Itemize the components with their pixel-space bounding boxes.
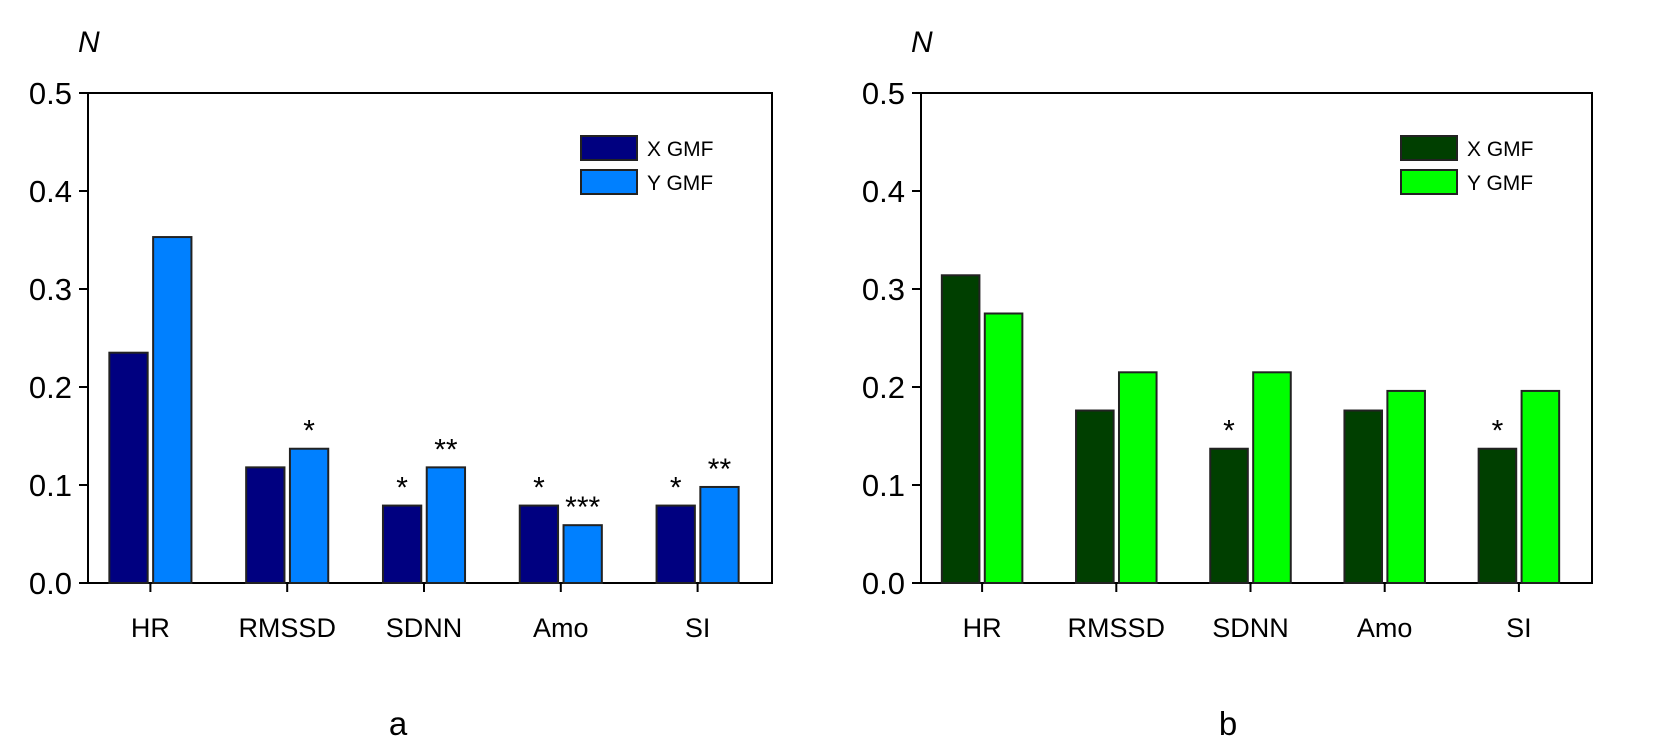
x-tick-label: RMSSD (1068, 613, 1166, 643)
significance-marker: *** (565, 491, 600, 524)
x-tick-label: RMSSD (238, 613, 336, 643)
significance-marker: * (1223, 415, 1235, 448)
legend-swatch (1400, 135, 1458, 161)
x-tick-label: Amo (533, 613, 589, 643)
bar-x-gmf (1209, 447, 1249, 584)
bar-x-gmf (108, 351, 149, 585)
bar-y-gmf (983, 312, 1024, 584)
panel-label: a (389, 705, 408, 742)
bar-y-gmf (152, 236, 193, 584)
y-tick-label: 0.2 (862, 370, 905, 405)
bar-y-gmf (1117, 371, 1158, 584)
y-tick-label: 0.1 (29, 468, 72, 503)
y-tick-label: 0.4 (862, 174, 905, 209)
legend-swatch (580, 135, 638, 161)
significance-marker: * (303, 415, 315, 448)
bar-y-gmf (1252, 371, 1292, 584)
x-tick-label: SDNN (386, 613, 463, 643)
bar-x-gmf (518, 504, 560, 584)
legend-label: X GMF (647, 138, 714, 161)
x-tick-label: SDNN (1212, 613, 1289, 643)
legend-swatch (1400, 169, 1458, 195)
y-tick-label: 0.1 (862, 468, 905, 503)
y-tick-label: 0.0 (862, 566, 905, 601)
x-tick-label: HR (963, 613, 1002, 643)
bar-x-gmf (381, 504, 423, 584)
x-tick-label: SI (685, 613, 711, 643)
legend-label: Y GMF (647, 172, 713, 195)
bar-x-gmf (245, 466, 286, 584)
x-tick-label: Amo (1357, 613, 1413, 643)
bar-y-gmf (288, 447, 330, 584)
bar-x-gmf (940, 274, 981, 584)
significance-marker: ** (708, 453, 732, 486)
bar-y-gmf (699, 485, 740, 584)
y-tick-label: 0.3 (862, 272, 905, 307)
bar-x-gmf (1477, 447, 1518, 584)
significance-marker: * (670, 472, 682, 505)
legend-swatch (580, 169, 638, 195)
y-axis-label: N (78, 26, 100, 59)
y-tick-label: 0.3 (29, 272, 72, 307)
panel-label: b (1219, 705, 1237, 742)
significance-marker: * (533, 472, 545, 505)
x-tick-label: SI (1506, 613, 1532, 643)
x-tick-label: HR (131, 613, 170, 643)
significance-marker: * (396, 472, 408, 505)
legend-label: Y GMF (1467, 172, 1533, 195)
y-tick-label: 0.4 (29, 174, 72, 209)
significance-marker: * (1492, 415, 1504, 448)
chart-panel-b: 0.0 0.1 0.2 0.3 0.4 0.5N HR RMSSD SDNN * Amo SI * X G… (862, 26, 1593, 742)
bar-y-gmf (562, 524, 603, 584)
y-tick-label: 0.0 (29, 566, 72, 601)
bar-x-gmf (655, 504, 696, 584)
bar-x-gmf (1075, 409, 1115, 584)
bar-y-gmf (1520, 389, 1561, 585)
bar-y-gmf (425, 466, 467, 584)
significance-marker: ** (434, 433, 458, 466)
y-tick-label: 0.5 (862, 76, 905, 111)
y-axis-label: N (911, 26, 933, 59)
bar-x-gmf (1343, 409, 1384, 584)
y-tick-label: 0.5 (29, 76, 72, 111)
bar-y-gmf (1386, 389, 1426, 585)
y-tick-label: 0.2 (29, 370, 72, 405)
legend-label: X GMF (1467, 138, 1534, 161)
